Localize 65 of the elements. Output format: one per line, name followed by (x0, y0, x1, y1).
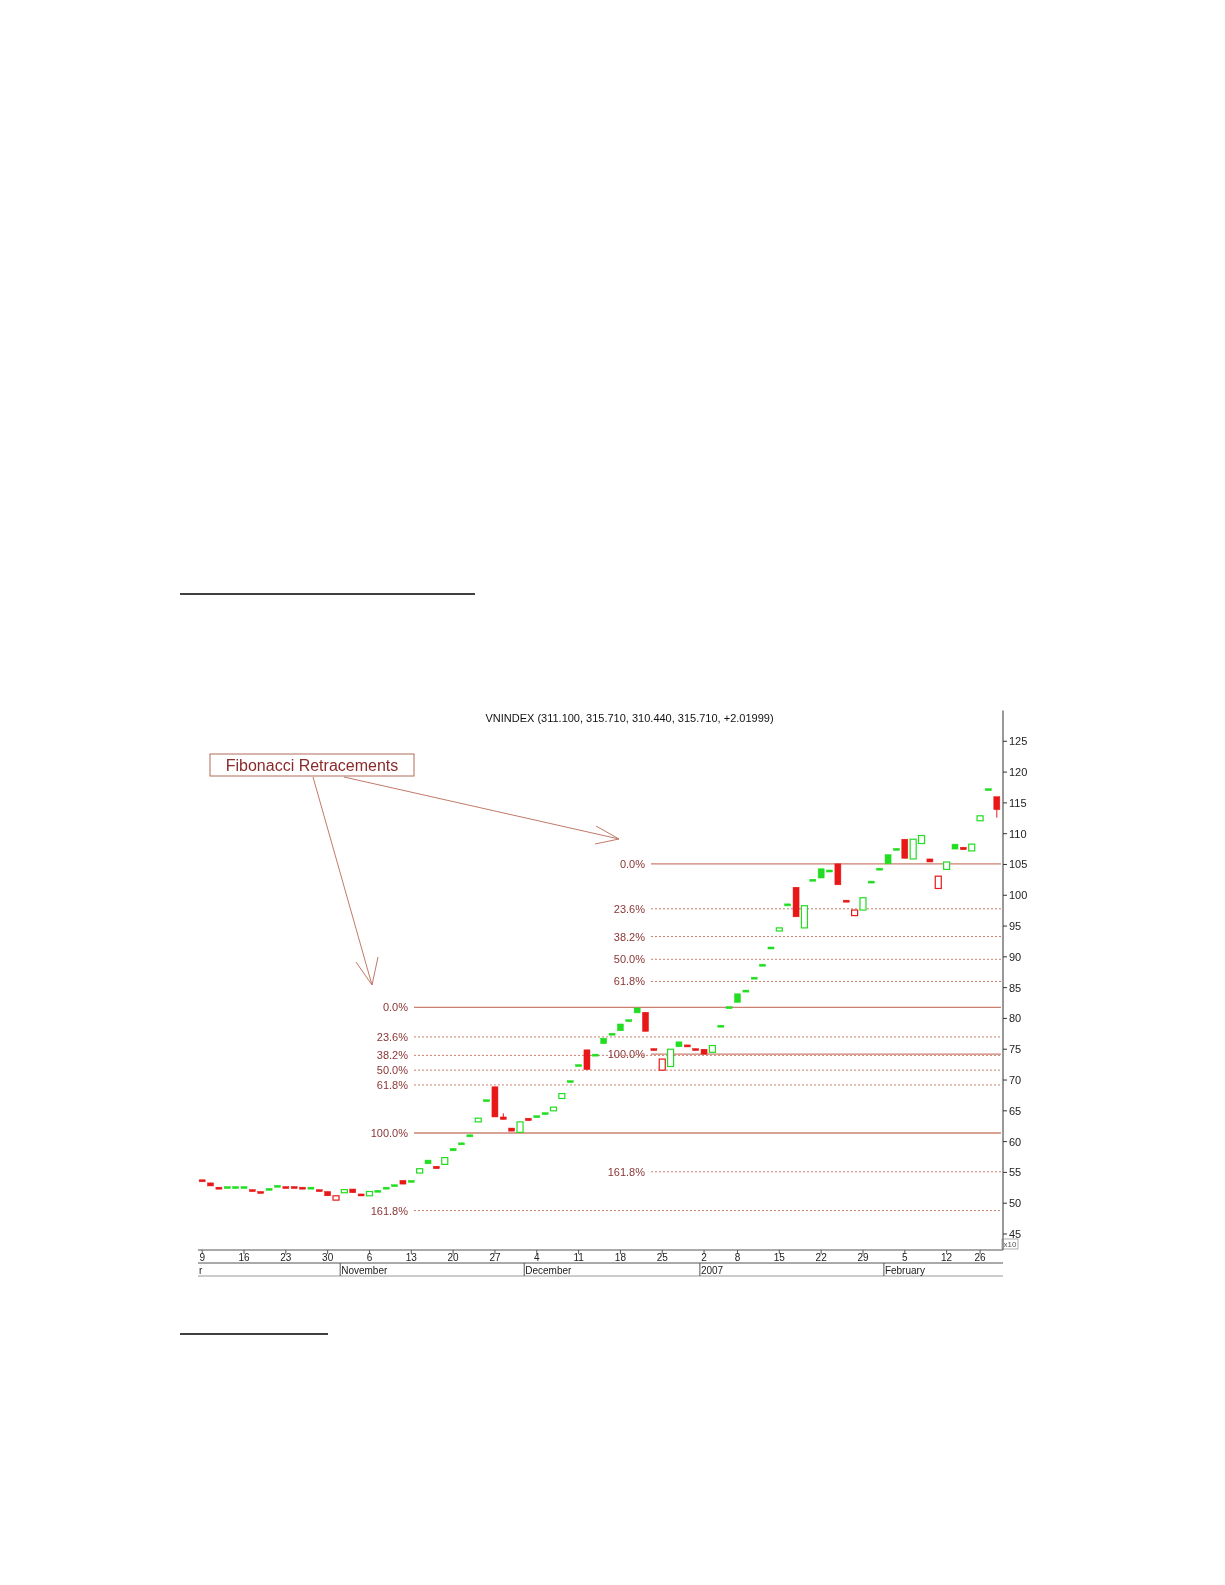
annotation: 38.2% (613, 930, 646, 943)
y-tick-label: 110 (1009, 827, 1027, 840)
x-tick-label: 11 (573, 1252, 585, 1263)
y-tick-label: 100 (1009, 889, 1028, 902)
annotation: 50.0% (376, 1064, 409, 1077)
y-tick-label: 75 (1009, 1043, 1022, 1056)
y-tick-label: 115 (1009, 796, 1027, 809)
x-tick-label: 16 (238, 1252, 250, 1263)
candlestick (834, 863, 842, 886)
candlestick (642, 1011, 649, 1032)
x-tick-label: 4 (533, 1252, 540, 1263)
annotation: 23.6% (613, 902, 646, 915)
x-tick-label: 20 (447, 1252, 460, 1263)
x-tick-label: 26 (974, 1252, 987, 1263)
x-tick-label: 15 (773, 1252, 786, 1263)
y-tick-label: 70 (1009, 1074, 1022, 1087)
chart-title: VNINDEX (311.100, 315.710, 310.440, 315.710, +2.01999) (485, 712, 774, 724)
annotation: 100.0% (370, 1126, 409, 1139)
x-tick-label: 27 (489, 1252, 501, 1263)
x-tick-label: 23 (280, 1252, 292, 1263)
candlestick (993, 796, 1001, 819)
x-tick-label: 2 (701, 1252, 708, 1263)
annotation: Fibonacci Retracements (225, 757, 399, 774)
annotation: 38.2% (376, 1049, 409, 1062)
text: x10 (1003, 1240, 1017, 1249)
annotation: 161.8% (370, 1204, 409, 1217)
text: 2007 (700, 1265, 724, 1276)
y-tick-label: 55 (1009, 1166, 1022, 1179)
y-tick-label: 65 (1009, 1104, 1022, 1117)
annotation: 100.0% (607, 1048, 646, 1061)
x-tick-label: 6 (366, 1252, 373, 1263)
y-tick-label: 105 (1009, 858, 1028, 871)
annotation: 61.8% (613, 975, 646, 988)
x-tick-label: 5 (902, 1252, 909, 1263)
y-tick-label: 45 (1009, 1227, 1022, 1240)
text: February (884, 1265, 925, 1276)
annotation: 0.0% (382, 1001, 409, 1014)
annotation: 61.8% (376, 1078, 409, 1091)
y-tick-label: 50 (1009, 1197, 1022, 1210)
annotation: 50.0% (613, 953, 646, 966)
x-tick-label: 22 (815, 1252, 828, 1263)
text: November (341, 1265, 388, 1276)
y-tick-label: 125 (1009, 735, 1028, 748)
text: r (199, 1265, 203, 1276)
y-tick-label: 95 (1009, 920, 1022, 933)
x-tick-label: 12 (941, 1252, 953, 1263)
x-tick-label: 18 (614, 1252, 627, 1263)
candlestick (901, 838, 909, 859)
y-tick-label: 60 (1009, 1135, 1022, 1148)
x-tick-label: 9 (199, 1252, 206, 1263)
x-tick-label: 8 (734, 1252, 741, 1263)
y-tick-label: 80 (1009, 1012, 1022, 1025)
x-tick-label: 25 (656, 1252, 669, 1263)
y-tick-label: 120 (1009, 766, 1028, 779)
annotation: 0.0% (619, 857, 646, 870)
x-tick-label: 29 (857, 1252, 869, 1263)
y-tick-label: 90 (1009, 950, 1022, 963)
x-tick-label: 30 (322, 1252, 334, 1263)
candlestick (583, 1049, 591, 1071)
x-tick-label: 13 (405, 1252, 418, 1263)
candlestick (800, 905, 809, 929)
y-tick-label: 85 (1009, 981, 1022, 994)
annotation: 161.8% (607, 1165, 646, 1178)
annotation: 23.6% (376, 1030, 409, 1043)
text: December (525, 1265, 573, 1276)
